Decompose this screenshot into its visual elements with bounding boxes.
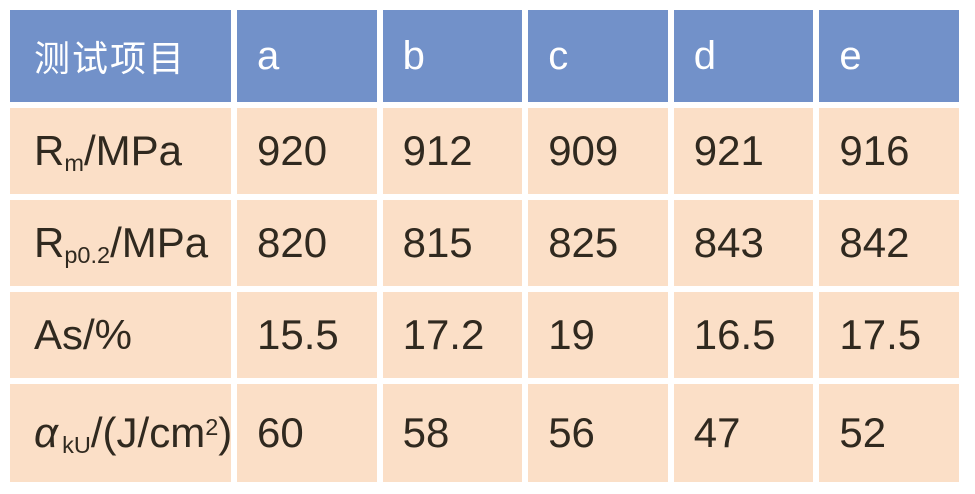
row-label: As/% [10, 292, 231, 378]
value-cell: 843 [673, 200, 814, 286]
value-cell: 52 [819, 384, 959, 482]
label-segment: /MPa [110, 219, 209, 266]
label-segment: kU [62, 431, 91, 458]
column-header-b: b [382, 10, 523, 102]
label-segment: /(J/cm [90, 409, 206, 456]
value-cell: 56 [528, 384, 668, 482]
row-label: α kU/(J/cm2) [10, 384, 231, 482]
row-label: Rp0.2/MPa [10, 200, 231, 286]
value-cell: 825 [528, 200, 668, 286]
value-cell: 58 [382, 384, 523, 482]
value-cell: 842 [819, 200, 959, 286]
row-as-percent: As/% 15.5 17.2 19 16.5 17.5 [10, 292, 959, 378]
value-cell: 17.5 [819, 292, 959, 378]
value-cell: 921 [673, 108, 814, 194]
column-header-d: d [673, 10, 814, 102]
header-test-items: 测试项目 [10, 10, 231, 102]
value-cell: 16.5 [673, 292, 814, 378]
label-segment: p0.2 [64, 241, 111, 268]
row-label: Rm/MPa [10, 108, 231, 194]
value-cell: 920 [237, 108, 377, 194]
label-segment: R [34, 219, 65, 266]
value-cell: 912 [382, 108, 523, 194]
value-cell: 916 [819, 108, 959, 194]
label-segment: /MPa [83, 127, 182, 174]
label-segment: R [34, 127, 65, 174]
label-segment: ) [218, 409, 231, 456]
column-header-c: c [528, 10, 668, 102]
label-segment: As/% [34, 311, 133, 358]
value-cell: 47 [673, 384, 814, 482]
column-header-e: e [819, 10, 959, 102]
label-segment: m [64, 149, 84, 176]
value-cell: 17.2 [382, 292, 523, 378]
row-rm-mpa: Rm/MPa 920 912 909 921 916 [10, 108, 959, 194]
row-aku-j-cm2: α kU/(J/cm2) 60 58 56 47 52 [10, 384, 959, 482]
value-cell: 909 [528, 108, 668, 194]
value-cell: 15.5 [237, 292, 377, 378]
label-segment: α [34, 409, 58, 456]
value-cell: 820 [237, 200, 377, 286]
row-rp02-mpa: Rp0.2/MPa 820 815 825 843 842 [10, 200, 959, 286]
value-cell: 19 [528, 292, 668, 378]
value-cell: 60 [237, 384, 377, 482]
value-cell: 815 [382, 200, 523, 286]
label-segment: 2 [205, 413, 219, 440]
column-header-a: a [237, 10, 377, 102]
